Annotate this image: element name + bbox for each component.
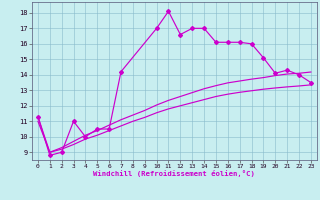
X-axis label: Windchill (Refroidissement éolien,°C): Windchill (Refroidissement éolien,°C) — [93, 170, 255, 177]
